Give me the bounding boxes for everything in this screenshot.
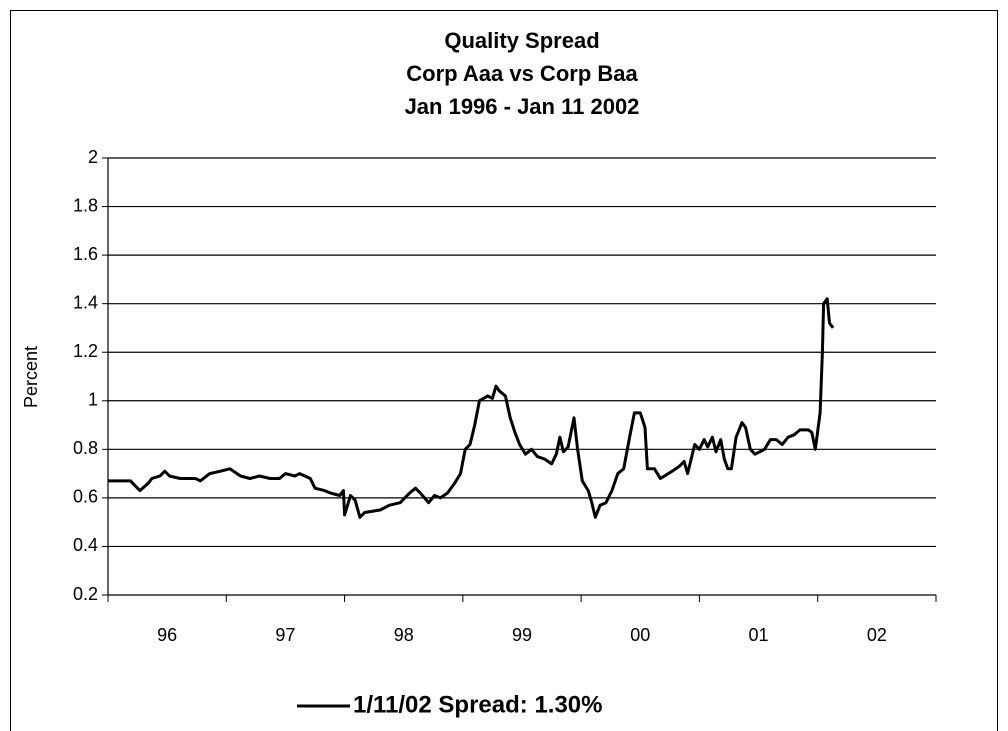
x-tick-label: 02: [867, 625, 887, 645]
chart-title: Jan 1996 - Jan 11 2002: [405, 94, 640, 119]
y-tick-label: 1.6: [73, 244, 98, 264]
y-tick-label: 2: [88, 147, 98, 167]
y-tick-label: 0.4: [73, 535, 98, 555]
legend-label: 1/11/02 Spread: 1.30%: [353, 691, 603, 718]
data-line: [108, 297, 835, 519]
x-tick-label: 97: [275, 625, 295, 645]
x-tick-label: 01: [749, 625, 769, 645]
x-tick-label: 00: [630, 625, 650, 645]
y-axis-label: Percent: [21, 346, 41, 408]
y-tick-label: 0.6: [73, 487, 98, 507]
y-tick-label: 1.8: [73, 195, 98, 215]
x-tick-label: 98: [394, 625, 414, 645]
x-tick-label: 96: [157, 625, 177, 645]
chart-title: Corp Aaa vs Corp Baa: [406, 61, 638, 86]
y-tick-label: 0.2: [73, 584, 98, 604]
x-tick-label: 99: [512, 625, 532, 645]
y-tick-label: 1.4: [73, 292, 98, 312]
y-tick-label: 1.2: [73, 341, 98, 361]
y-tick-label: 1: [88, 390, 98, 410]
y-tick-label: 0.8: [73, 438, 98, 458]
chart-title: Quality Spread: [444, 28, 599, 53]
chart-border: [10, 10, 998, 731]
